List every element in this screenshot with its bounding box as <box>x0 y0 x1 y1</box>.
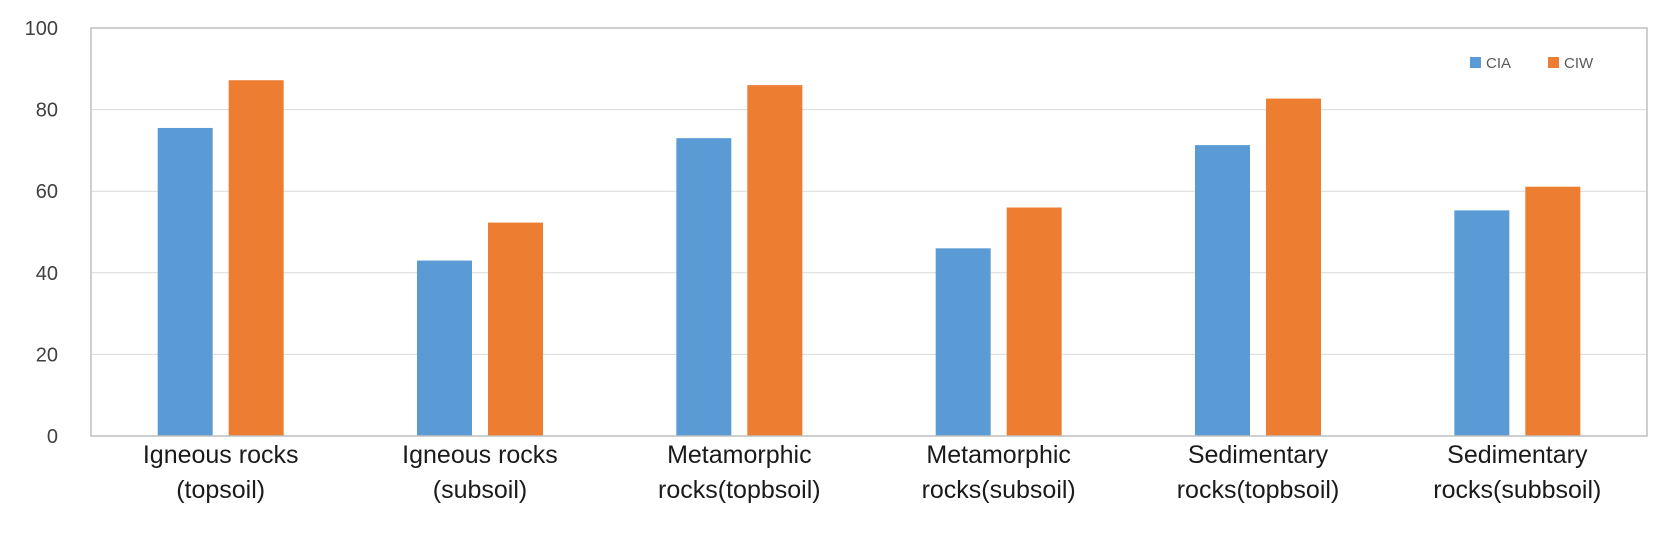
bar-ciw-0 <box>228 80 284 436</box>
bar-ciw-5 <box>1525 186 1581 436</box>
x-category-label: Igneous rocks (subsoil) <box>402 441 558 504</box>
bar-cia-1 <box>417 260 472 436</box>
x-category-label: Sedimentary rocks(topbsoil) <box>1177 441 1340 504</box>
y-tick-label: 40 <box>36 263 58 285</box>
legend-swatch-ciw <box>1548 57 1559 68</box>
bar-cia-3 <box>935 248 991 436</box>
bar-cia-5 <box>1454 210 1510 436</box>
legend-label-cia: CIA <box>1486 55 1511 72</box>
legend-label-ciw: CIW <box>1564 55 1594 72</box>
y-tick-label: 60 <box>36 181 58 203</box>
bar-ciw-2 <box>747 85 803 437</box>
gridlines <box>91 27 1647 355</box>
bars <box>157 80 1581 437</box>
y-tick-label: 100 <box>25 18 58 40</box>
plot-frame <box>90 27 1648 437</box>
bar-cia-0 <box>157 127 213 437</box>
bar-cia-2 <box>676 138 732 436</box>
legend-swatch-cia <box>1470 57 1481 68</box>
y-tick-label: 20 <box>36 344 58 366</box>
x-category-label: Sedimentary rocks(subbsoil) <box>1433 441 1601 504</box>
y-tick-label: 80 <box>36 100 58 122</box>
x-category-label: Metamorphic rocks(subsoil) <box>922 441 1076 504</box>
bar-ciw-1 <box>488 222 543 436</box>
legend: CIA CIW <box>1470 55 1594 72</box>
x-axis-categories: Igneous rocks (topsoil) Igneous rocks (subs… <box>143 441 1602 504</box>
y-tick-label: 0 <box>47 426 58 448</box>
x-category-label: Metamorphic rocks(topbsoil) <box>658 441 821 504</box>
y-axis-ticks: 0 20 40 60 80 100 <box>25 18 58 448</box>
bar-ciw-3 <box>1006 207 1062 436</box>
bar-ciw-4 <box>1266 98 1321 437</box>
x-category-label: Igneous rocks (topsoil) <box>143 441 299 504</box>
bar-cia-4 <box>1195 145 1250 436</box>
